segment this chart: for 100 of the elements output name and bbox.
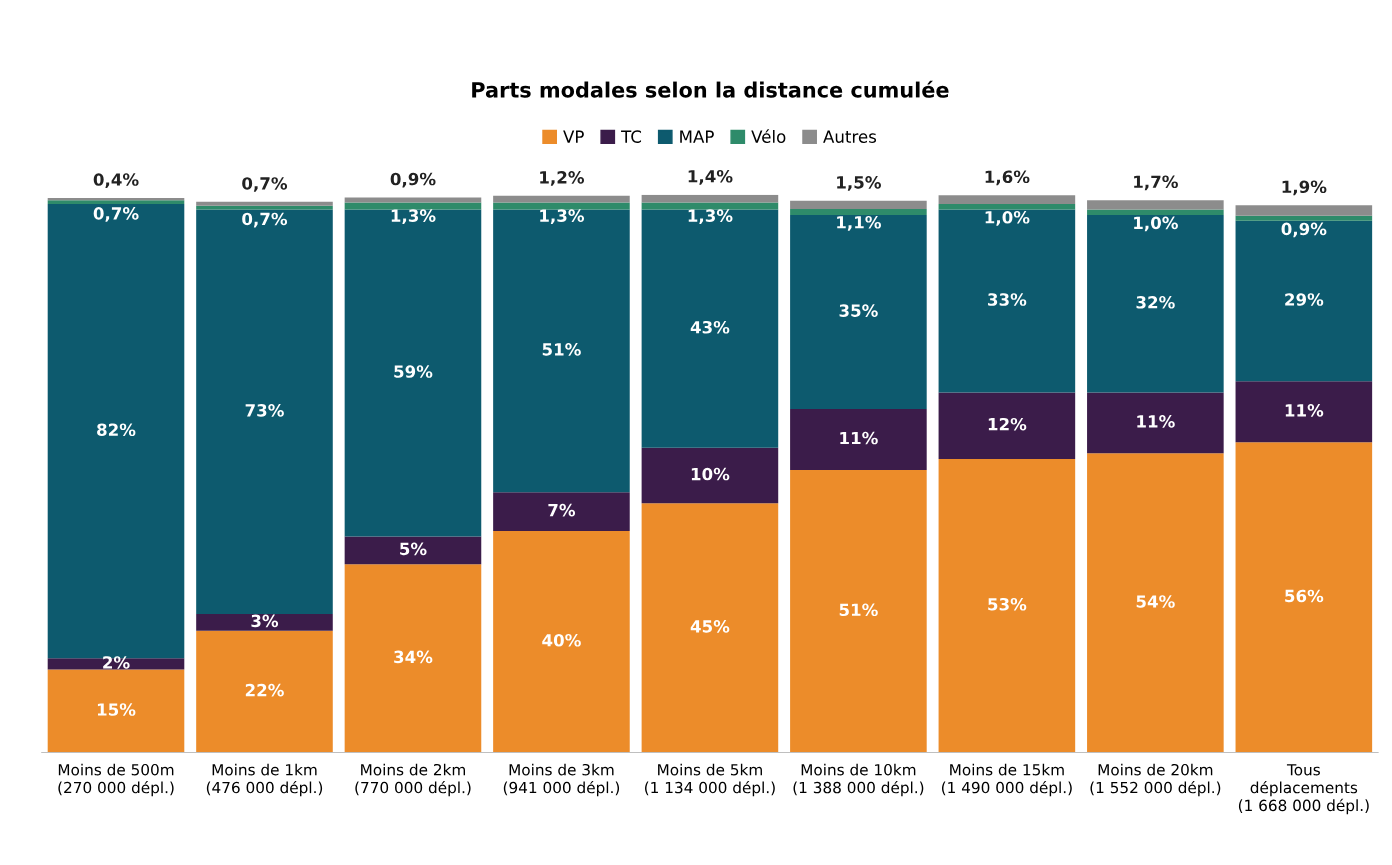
bar bbox=[1235, 220, 1373, 382]
data-label: 59% bbox=[394, 365, 433, 378]
legend-label: VP bbox=[563, 130, 584, 143]
bar bbox=[641, 209, 779, 448]
legend-label: Autres bbox=[823, 130, 877, 143]
bar bbox=[1087, 209, 1224, 216]
data-label: 1,2% bbox=[540, 171, 585, 186]
bar bbox=[938, 209, 1076, 393]
data-label: 1,6% bbox=[985, 170, 1030, 186]
data-label: 1,0% bbox=[1134, 216, 1178, 232]
data-label: 1,9% bbox=[1282, 180, 1327, 196]
data-label: 22% bbox=[245, 683, 284, 697]
bar bbox=[344, 564, 482, 753]
bar bbox=[196, 614, 333, 631]
bar bbox=[938, 195, 1076, 205]
data-label: 1,3% bbox=[391, 209, 436, 225]
bar bbox=[641, 194, 779, 203]
data-label: 5% bbox=[400, 542, 427, 556]
data-label: 43% bbox=[690, 320, 730, 334]
bar bbox=[641, 202, 779, 210]
data-label: 11% bbox=[1285, 404, 1324, 417]
legend-label: TC bbox=[621, 130, 642, 143]
data-label: 1,4% bbox=[688, 169, 733, 185]
x-tick-label: Moins de 1km (476 000 dépl.) bbox=[206, 763, 323, 797]
data-label: 35% bbox=[839, 304, 878, 317]
data-label: 51% bbox=[839, 603, 878, 617]
x-tick-label: Moins de 500m (270 000 dépl.) bbox=[58, 763, 174, 797]
x-tick-label: Moins de 20km (1 552 000 dépl.) bbox=[1090, 763, 1221, 797]
data-label: 0,9% bbox=[1281, 222, 1327, 238]
bar bbox=[344, 202, 482, 210]
data-label: 0,7% bbox=[93, 207, 139, 222]
bar bbox=[790, 409, 927, 470]
bar bbox=[493, 202, 630, 210]
bar bbox=[493, 530, 630, 753]
bar bbox=[938, 204, 1076, 210]
data-label: 29% bbox=[1285, 293, 1324, 306]
data-label: 33% bbox=[988, 293, 1027, 306]
x-tick-label: Moins de 3km (941 000 dépl.) bbox=[503, 763, 620, 797]
data-label: 45% bbox=[690, 620, 730, 633]
bar bbox=[47, 200, 185, 205]
bar bbox=[1087, 215, 1224, 393]
data-label: 1,0% bbox=[985, 210, 1030, 226]
data-label: 10% bbox=[691, 467, 730, 481]
bar bbox=[196, 201, 333, 206]
data-label: 1,3% bbox=[688, 209, 733, 225]
data-label: 11% bbox=[1137, 415, 1175, 428]
bar bbox=[1235, 215, 1373, 221]
data-label: 1,7% bbox=[1134, 175, 1178, 191]
x-tick-label: Tous déplacements (1 668 000 dépl.) bbox=[1238, 764, 1369, 815]
bar bbox=[196, 205, 333, 210]
bar bbox=[47, 669, 185, 753]
data-label: 11% bbox=[840, 431, 878, 445]
data-label: 1,1% bbox=[837, 215, 881, 231]
bar bbox=[790, 200, 927, 210]
bar bbox=[493, 492, 630, 531]
bar bbox=[790, 469, 927, 753]
bar bbox=[938, 458, 1076, 753]
data-label: 0,7% bbox=[242, 177, 288, 192]
bar bbox=[1087, 200, 1224, 210]
x-tick-label: Moins de 15km (1 490 000 dépl.) bbox=[941, 763, 1072, 797]
bar bbox=[641, 503, 779, 753]
x-tick-label: Moins de 10km (1 388 000 dépl.) bbox=[793, 763, 924, 797]
x-tick-label: Moins de 2km (770 000 dépl.) bbox=[355, 763, 471, 797]
data-label: 53% bbox=[988, 597, 1027, 611]
bar bbox=[344, 197, 482, 203]
bar bbox=[1087, 453, 1224, 753]
data-label: 12% bbox=[988, 417, 1027, 431]
x-tick-label: Moins de 5km (1 134 000 dépl.) bbox=[645, 763, 775, 797]
bar bbox=[493, 209, 630, 493]
data-label: 82% bbox=[97, 423, 136, 437]
bar bbox=[47, 658, 185, 670]
data-label: 51% bbox=[542, 343, 581, 356]
bar bbox=[1235, 205, 1373, 216]
data-label: 0,9% bbox=[390, 172, 436, 188]
bar bbox=[790, 215, 927, 410]
bar bbox=[493, 195, 630, 203]
bar bbox=[641, 447, 779, 504]
chart-title: Parts modales selon la distance cumulée bbox=[472, 80, 949, 98]
legend-label: Vélo bbox=[751, 129, 786, 143]
bar bbox=[344, 209, 482, 537]
bar bbox=[196, 630, 333, 753]
legend-label: MAP bbox=[680, 130, 714, 143]
data-label: 1,5% bbox=[837, 176, 881, 191]
data-label: 0,4% bbox=[93, 173, 139, 188]
bar bbox=[938, 392, 1076, 459]
data-label: 73% bbox=[245, 404, 284, 417]
data-label: 32% bbox=[1136, 296, 1175, 309]
bar bbox=[344, 536, 482, 565]
data-label: 15% bbox=[97, 703, 136, 716]
data-label: 40% bbox=[542, 633, 581, 647]
bar bbox=[1087, 392, 1224, 454]
data-label: 3% bbox=[251, 614, 279, 628]
data-label: 34% bbox=[394, 650, 433, 664]
data-label: 56% bbox=[1285, 589, 1324, 603]
bar bbox=[790, 209, 927, 216]
bar bbox=[47, 197, 185, 201]
bar bbox=[1235, 442, 1373, 753]
data-label: 2% bbox=[103, 656, 130, 669]
bar bbox=[196, 209, 333, 615]
data-label: 1,3% bbox=[540, 209, 585, 225]
